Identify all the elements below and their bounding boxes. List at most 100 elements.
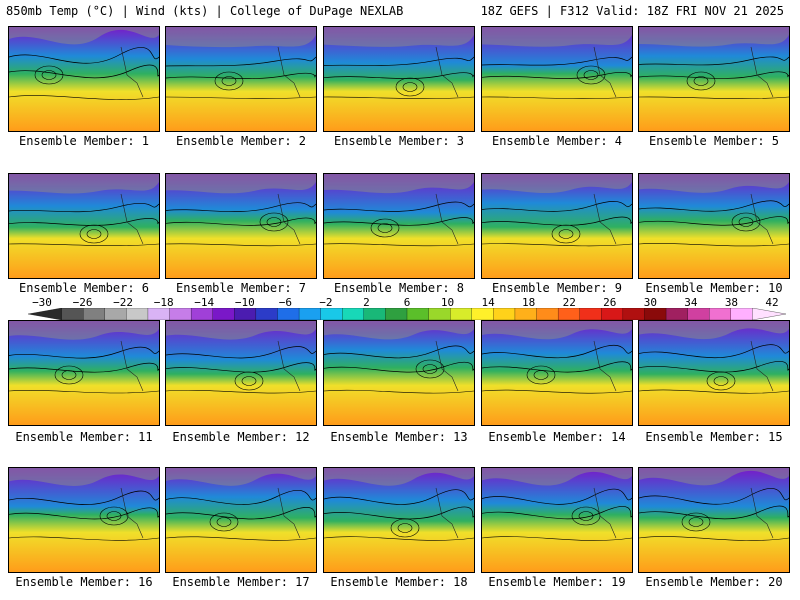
ensemble-member-caption: Ensemble Member: 17 <box>172 575 310 589</box>
colorbar-swatch <box>514 308 538 320</box>
colorbar-tick-label: −14 <box>194 296 215 309</box>
colorbar-swatch <box>190 308 214 320</box>
ensemble-member-caption: Ensemble Member: 19 <box>488 575 626 589</box>
temperature-map <box>324 174 474 278</box>
colorbar-swatch <box>601 308 624 320</box>
colorbar-tick-label: −2 <box>319 296 333 309</box>
colorbar-tick-label: 2 <box>363 296 370 309</box>
colorbar-tick-label: −26 <box>72 296 93 309</box>
colorbar-swatch <box>363 308 387 320</box>
temperature-map <box>639 321 789 425</box>
colorbar-swatch <box>730 308 754 320</box>
ensemble-member-caption: Ensemble Member: 1 <box>18 134 150 148</box>
temperature-map <box>482 174 632 278</box>
ensemble-panel <box>323 26 475 132</box>
colorbar-swatch <box>622 308 646 320</box>
temperature-map <box>639 468 789 572</box>
temperature-map <box>166 321 316 425</box>
colorbar-swatch <box>147 308 171 320</box>
colorbar-tick-label: 38 <box>724 296 739 309</box>
colorbar-tick-label: −6 <box>278 296 292 309</box>
colorbar-swatch <box>342 308 365 320</box>
ensemble-member-caption: Ensemble Member: 12 <box>172 430 310 444</box>
colorbar-tick-label: −18 <box>153 296 174 309</box>
ensemble-member-caption: Ensemble Member: 20 <box>645 575 783 589</box>
temperature-map <box>324 321 474 425</box>
colorbar-tick-label: 6 <box>403 296 411 309</box>
temperature-map <box>482 321 632 425</box>
temperature-map <box>166 468 316 572</box>
ensemble-member-caption: Ensemble Member: 15 <box>645 430 783 444</box>
ensemble-panel <box>165 467 317 573</box>
temperature-map <box>9 321 159 425</box>
ensemble-member-caption: Ensemble Member: 11 <box>15 430 153 444</box>
ensemble-member-caption: Ensemble Member: 2 <box>175 134 307 148</box>
colorbar-swatch <box>61 308 84 320</box>
colorbar-tick-label: −22 <box>113 296 134 309</box>
colorbar-tick-label: 42 <box>765 296 779 309</box>
colorbar-tick-label: 26 <box>603 296 617 309</box>
temperature-map <box>9 174 159 278</box>
ensemble-member-caption: Ensemble Member: 7 <box>175 281 307 295</box>
ensemble-member-caption: Ensemble Member: 8 <box>333 281 465 295</box>
ensemble-panel <box>165 320 317 426</box>
colorbar-swatch <box>428 308 451 320</box>
ensemble-panel <box>323 467 475 573</box>
ensemble-member-caption: Ensemble Member: 10 <box>645 281 783 295</box>
colorbar-tick-label: 14 <box>481 296 495 309</box>
ensemble-panel <box>638 173 790 279</box>
ensemble-panel <box>638 26 790 132</box>
ensemble-member-caption: Ensemble Member: 14 <box>488 430 626 444</box>
ensemble-member-caption: Ensemble Member: 9 <box>491 281 623 295</box>
colorbar-swatch <box>406 308 430 320</box>
ensemble-panel <box>323 320 475 426</box>
ensemble-panel <box>165 173 317 279</box>
colorbar-swatch <box>493 308 516 320</box>
colorbar-swatch <box>234 308 257 320</box>
colorbar-swatch <box>298 308 322 320</box>
colorbar-swatch <box>536 308 559 320</box>
colorbar-tick-label: 10 <box>440 296 455 309</box>
colorbar-swatch <box>385 308 408 320</box>
header-title: 850mb Temp (°C) | Wind (kts) | College o… <box>6 4 404 18</box>
colorbar-swatch <box>28 308 62 320</box>
colorbar-swatch <box>471 308 495 320</box>
colorbar-tick-label: 30 <box>643 296 657 309</box>
ensemble-panel <box>8 26 160 132</box>
colorbar-tick-label: 34 <box>684 296 698 309</box>
ensemble-panel <box>638 320 790 426</box>
colorbar-swatch <box>126 308 149 320</box>
ensemble-member-caption: Ensemble Member: 3 <box>333 134 465 148</box>
colorbar-swatch <box>752 308 786 320</box>
colorbar-swatch <box>277 308 300 320</box>
ensemble-panel <box>8 173 160 279</box>
ensemble-member-caption: Ensemble Member: 5 <box>648 134 780 148</box>
colorbar-swatch <box>579 308 602 320</box>
colorbar-swatch <box>709 308 732 320</box>
temperature-map <box>324 27 474 131</box>
ensemble-panel <box>481 173 633 279</box>
colorbar-swatch <box>557 308 581 320</box>
ensemble-panel <box>8 467 160 573</box>
temperature-map <box>324 468 474 572</box>
ensemble-panel <box>8 320 160 426</box>
temperature-colorbar <box>28 308 786 320</box>
ensemble-member-caption: Ensemble Member: 18 <box>330 575 468 589</box>
ensemble-panel <box>481 467 633 573</box>
temperature-map <box>482 27 632 131</box>
ensemble-panel <box>481 320 633 426</box>
ensemble-panel <box>323 173 475 279</box>
colorbar-swatch <box>169 308 192 320</box>
colorbar-tick-label: 18 <box>522 296 536 309</box>
colorbar-swatch <box>83 308 106 320</box>
colorbar-swatch <box>644 308 667 320</box>
temperature-map <box>166 27 316 131</box>
ensemble-member-caption: Ensemble Member: 4 <box>491 134 623 148</box>
ensemble-panel <box>638 467 790 573</box>
colorbar-swatch <box>104 308 128 320</box>
temperature-map <box>166 174 316 278</box>
ensemble-panel <box>481 26 633 132</box>
ensemble-member-caption: Ensemble Member: 13 <box>330 430 468 444</box>
colorbar-tick-label: −30 <box>32 296 52 309</box>
colorbar-swatch <box>212 308 235 320</box>
